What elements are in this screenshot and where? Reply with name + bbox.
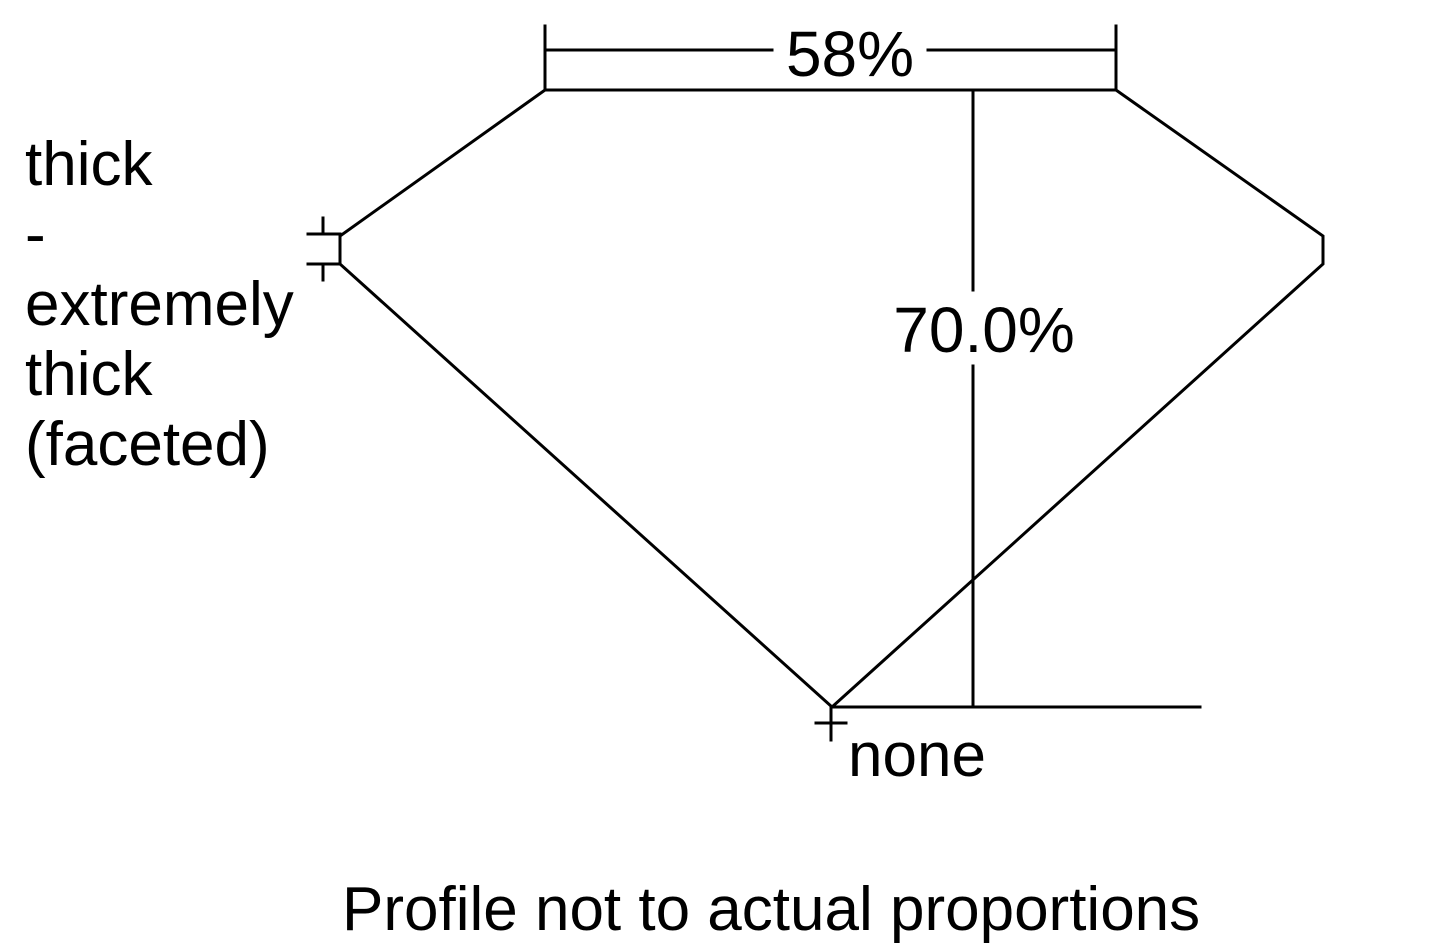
- depth-percentage-label: 70.0%: [893, 294, 1074, 366]
- diamond-outline: [338, 88, 1325, 710]
- culet-label: none: [848, 721, 986, 790]
- girdle-label: thick - extremely thick (faceted): [25, 130, 294, 479]
- girdle-label-line: -: [25, 200, 46, 269]
- table-percentage-label: 58%: [786, 18, 914, 90]
- girdle-label-line: extremely: [25, 270, 294, 339]
- footnote: Profile not to actual proportions: [342, 875, 1200, 944]
- girdle-label-line: thick: [25, 340, 153, 409]
- girdle-label-line: (faceted): [25, 410, 270, 479]
- girdle-label-line: thick: [25, 130, 153, 199]
